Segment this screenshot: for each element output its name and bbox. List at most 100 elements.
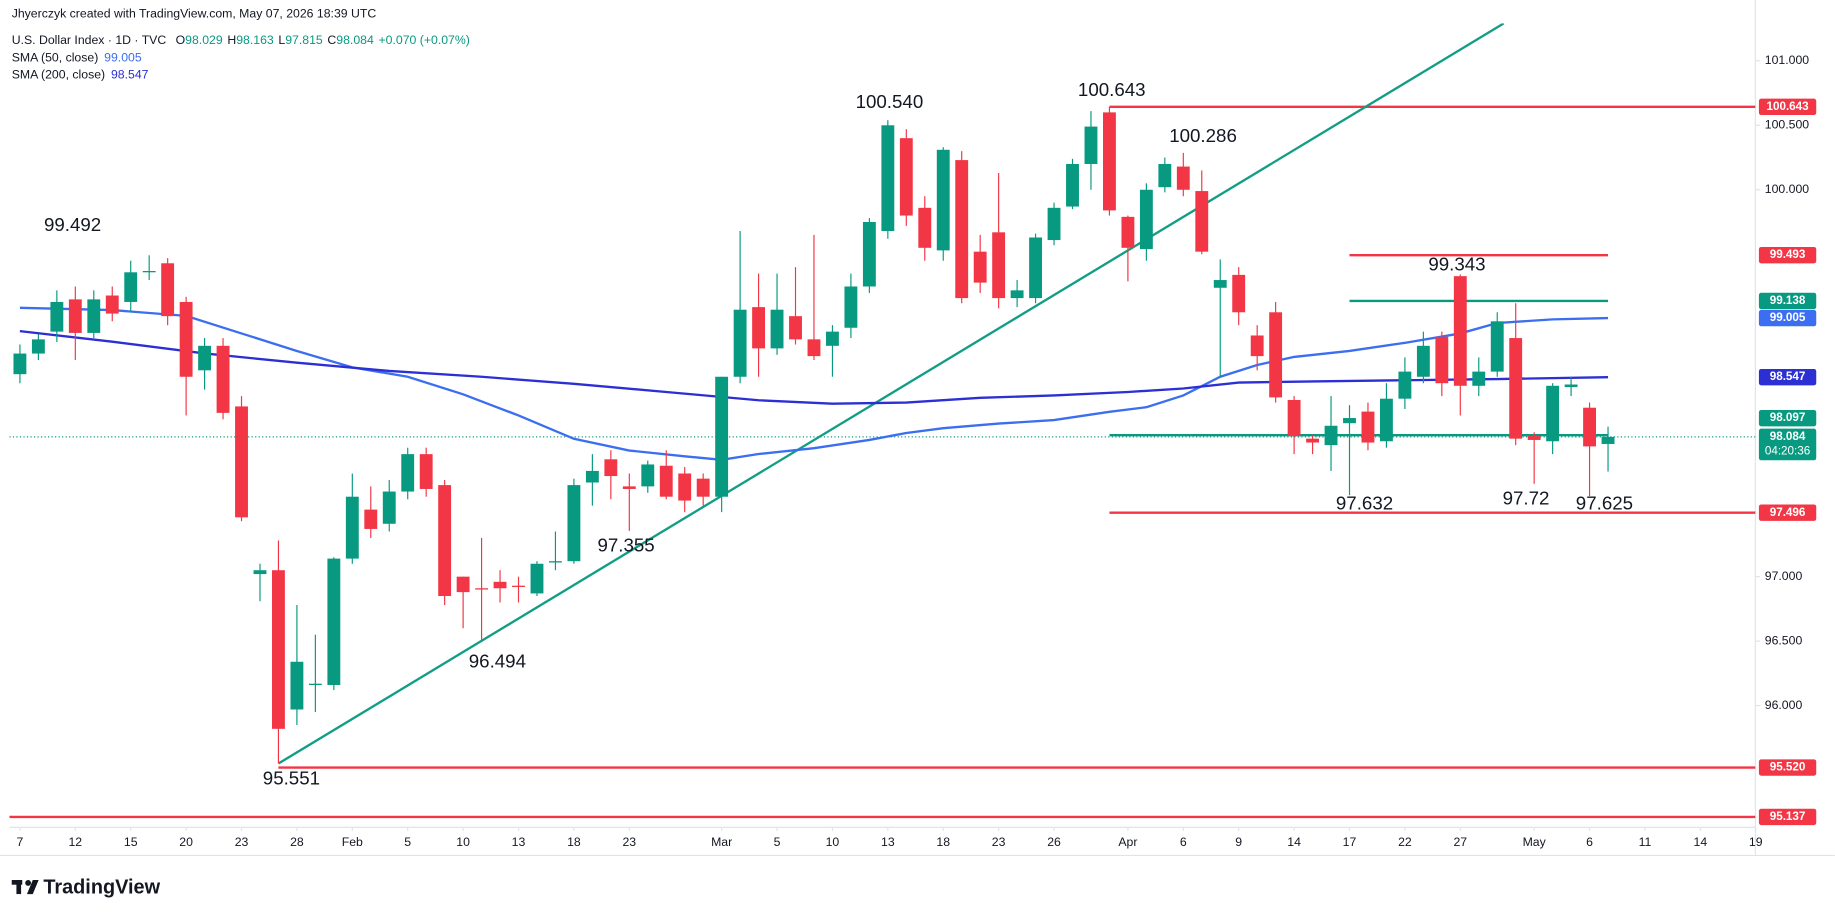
x-tick-label: 28: [290, 835, 304, 849]
candle-body: [973, 251, 987, 283]
annotation: 99.343: [1428, 254, 1485, 275]
level-label: 97.496: [1770, 506, 1806, 519]
indicator-name: SMA (200, close): [12, 68, 105, 82]
candle-body: [530, 563, 544, 594]
candle-body: [1195, 191, 1209, 252]
candle-body: [216, 345, 230, 413]
candle-body: [1601, 436, 1615, 444]
candle-body: [13, 353, 27, 375]
symbol: U.S. Dollar Index · 1D · TVC: [12, 33, 167, 47]
candle-body: [1398, 371, 1412, 399]
x-tick-label: Mar: [711, 835, 732, 849]
candle-body: [549, 561, 562, 563]
x-tick-label: 14: [1287, 835, 1301, 849]
x-tick-label: 6: [1586, 835, 1593, 849]
x-tick-label: 15: [124, 835, 138, 849]
candle-body: [1139, 189, 1153, 250]
x-tick-label: 6: [1180, 835, 1187, 849]
candle-body: [1232, 274, 1246, 313]
candle-body: [715, 376, 729, 497]
candle-body: [1287, 399, 1301, 437]
x-tick-label: 20: [179, 835, 193, 849]
price-label: 98.084: [1770, 430, 1806, 443]
credit: Jhyerczyk created with TradingView.com, …: [12, 6, 377, 20]
candle-body: [198, 345, 212, 371]
countdown: 04:20:36: [1765, 445, 1810, 458]
candle-body: [253, 570, 267, 575]
candle-body: [1084, 126, 1098, 164]
x-tick-label: 19: [1749, 835, 1763, 849]
indicator-value: 99.005: [104, 51, 142, 65]
x-tick-label: 22: [1398, 835, 1412, 849]
level-label-box: [1758, 292, 1817, 310]
candle-body: [345, 496, 359, 559]
candle-body: [659, 465, 673, 497]
candle-body: [1010, 290, 1024, 299]
annotation: 97.355: [597, 534, 654, 555]
x-tick-label: Apr: [1118, 835, 1137, 849]
candle-body: [327, 558, 341, 685]
candle-body: [641, 464, 655, 487]
x-tick-label: 10: [456, 835, 470, 849]
level-label-box: [1758, 409, 1817, 427]
candle-body: [585, 470, 599, 483]
level-label-box: [1758, 808, 1817, 826]
candle-body: [1361, 411, 1375, 443]
annotation: 97.625: [1576, 492, 1633, 513]
y-tick-label: 100.500: [1765, 118, 1810, 132]
candle-body: [456, 576, 470, 593]
candle-body: [1121, 216, 1135, 248]
candle-body: [789, 316, 802, 340]
candle-body: [733, 309, 747, 377]
candle-body: [31, 339, 45, 354]
sma-label: 99.005: [1770, 311, 1806, 324]
x-tick-label: 5: [774, 835, 781, 849]
candle-body: [179, 301, 193, 377]
candle-body: [1472, 371, 1486, 386]
logo-text: TradingView: [43, 876, 160, 898]
candle-body: [1453, 276, 1467, 386]
candle-body: [899, 138, 913, 216]
candle-body: [1250, 335, 1264, 357]
candle-body: [1490, 321, 1504, 372]
candle-body: [936, 149, 950, 251]
y-tick-label: 96.000: [1765, 698, 1803, 712]
candle-body: [1047, 207, 1061, 241]
annotation: 96.494: [469, 650, 526, 671]
candle-body: [438, 485, 452, 597]
x-tick-label: 23: [622, 835, 636, 849]
annotation: 97.72: [1503, 488, 1550, 509]
x-tick-label: 13: [881, 835, 895, 849]
x-tick-label: 18: [936, 835, 950, 849]
x-tick-label: 27: [1453, 835, 1467, 849]
annotation: 100.540: [856, 91, 924, 112]
y-tick-label: 97.000: [1765, 569, 1803, 583]
ohlc-label: L: [278, 33, 285, 47]
candle-body: [1324, 425, 1338, 446]
candle-body: [50, 301, 64, 332]
x-tick-label: 26: [1047, 835, 1061, 849]
candle-body: [1066, 163, 1079, 207]
candle-body: [1103, 112, 1116, 211]
candle-body: [604, 459, 618, 477]
candle-body: [992, 232, 1006, 299]
candle-body: [1379, 398, 1393, 442]
candle-body: [678, 473, 692, 501]
change: +0.070 (+0.07%): [378, 33, 469, 47]
level-label-box: [1758, 504, 1817, 521]
x-tick-label: 10: [826, 835, 840, 849]
candle-body: [696, 478, 710, 497]
candle-body: [493, 581, 507, 589]
ohlc-label: C: [327, 33, 336, 47]
candle-body: [826, 331, 839, 346]
x-tick-label: 14: [1694, 835, 1708, 849]
plot-area: [9, 23, 1756, 819]
legend-line: U.S. Dollar Index · 1D · TVC O98.029 H98.1…: [12, 33, 470, 47]
candle-body: [308, 683, 322, 685]
x-tick-label: 7: [17, 835, 24, 849]
annotation: 99.492: [44, 214, 101, 235]
candle-body: [1527, 436, 1541, 440]
x-tick-label: 18: [567, 835, 581, 849]
